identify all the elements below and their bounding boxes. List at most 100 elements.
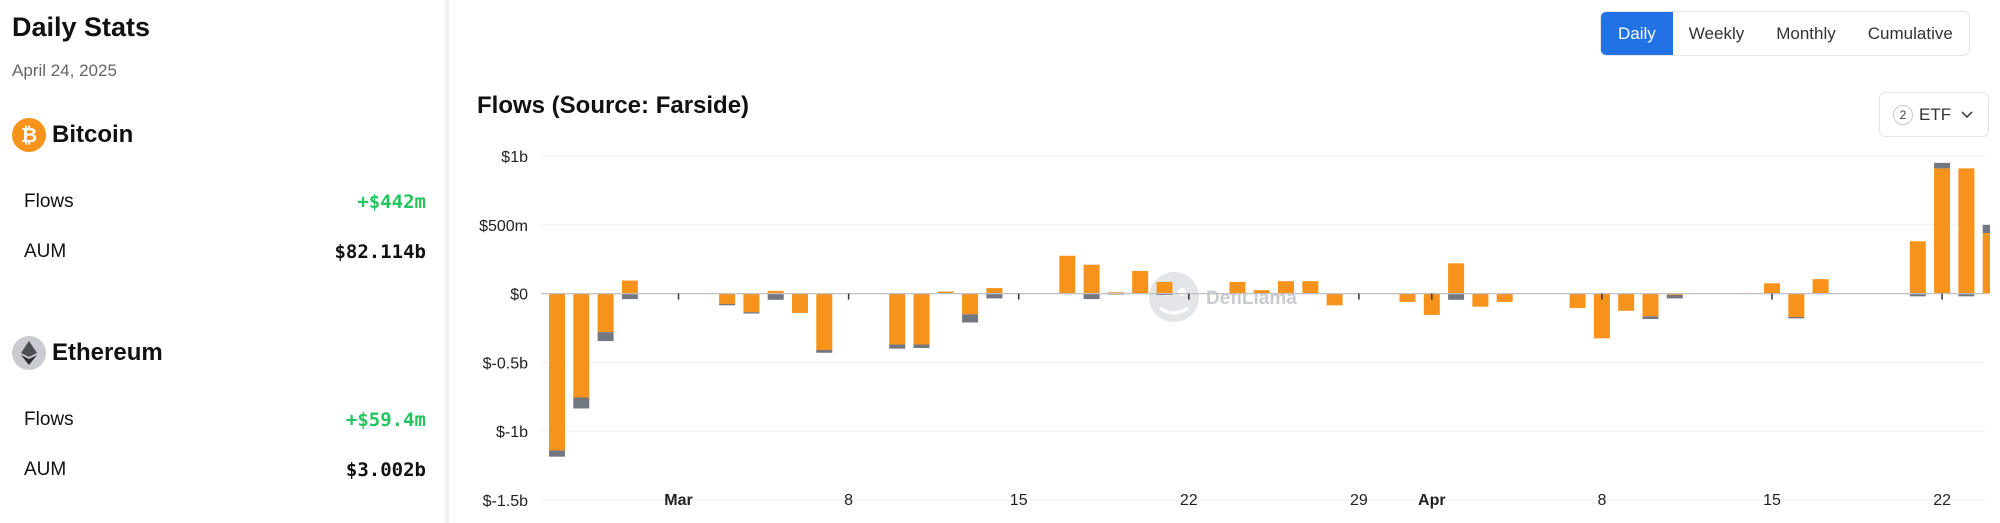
bar-bitcoin-2025-03-28[interactable] [1326, 293, 1343, 306]
bar-bitcoin-2025-03-21[interactable] [1156, 281, 1173, 294]
bar-ethereum-2025-02-27[interactable] [621, 293, 638, 300]
bar-ethereum-2025-03-07[interactable] [816, 350, 833, 353]
asset-name-ethereum: Ethereum [52, 339, 163, 366]
bitcoin-header: ₿ Bitcoin [12, 118, 133, 152]
bar-ethereum-2025-04-02[interactable] [1448, 293, 1465, 300]
bar-ethereum-2025-04-10[interactable] [1642, 316, 1659, 320]
stats-date: April 24, 2025 [12, 61, 117, 80]
x-tick-label: 15 [1010, 492, 1028, 509]
x-tick-label: 15 [1763, 492, 1781, 509]
bar-bitcoin-2025-03-14[interactable] [986, 288, 1003, 294]
bar-bitcoin-2025-03-27[interactable] [1302, 281, 1319, 294]
chart-title: Flows (Source: Farside) [477, 92, 750, 119]
aum-label: AUM [24, 459, 67, 480]
bar-bitcoin-2025-03-13[interactable] [962, 293, 979, 315]
toggle-daily[interactable]: Daily [1601, 12, 1673, 55]
bar-bitcoin-2025-03-11[interactable] [913, 293, 930, 345]
bar-bitcoin-2025-03-05[interactable] [767, 290, 784, 294]
bar-bitcoin-2025-03-18[interactable] [1083, 264, 1100, 294]
bar-bitcoin-2025-04-22[interactable] [1934, 168, 1951, 294]
bar-ethereum-2025-04-22[interactable] [1934, 162, 1951, 169]
period-toggle-group: Daily Weekly Monthly Cumulative [1600, 11, 1970, 56]
toggle-monthly[interactable]: Monthly [1776, 23, 1836, 43]
bar-bitcoin-2025-04-07[interactable] [1569, 293, 1586, 309]
bar-bitcoin-2025-03-31[interactable] [1399, 293, 1416, 302]
x-tick-label: Apr [1418, 492, 1446, 509]
bar-bitcoin-2025-02-26[interactable] [597, 293, 614, 333]
bar-bitcoin-2025-03-24[interactable] [1229, 281, 1246, 294]
bitcoin-aum-row: AUM $82.114b [24, 241, 426, 263]
y-tick-label: $0 [510, 287, 528, 304]
bar-bitcoin-2025-03-12[interactable] [937, 291, 954, 294]
bar-bitcoin-2025-04-16[interactable] [1788, 293, 1805, 317]
flows-label: Flows [24, 191, 74, 212]
aum-label: AUM [24, 241, 67, 262]
bar-bitcoin-2025-04-09[interactable] [1618, 293, 1635, 311]
defillama-watermark: DefiLlama [1149, 272, 1297, 322]
bar-ethereum-2025-03-21[interactable] [1156, 293, 1173, 295]
bar-bitcoin-2025-02-25[interactable] [573, 293, 590, 398]
bar-bitcoin-2025-03-20[interactable] [1132, 270, 1149, 294]
bar-ethereum-2025-03-14[interactable] [986, 293, 1003, 299]
bar-ethereum-2025-03-13[interactable] [962, 314, 979, 323]
panel-divider [445, 0, 449, 523]
bar-ethereum-2025-03-03[interactable] [719, 303, 736, 306]
bar-bitcoin-2025-04-02[interactable] [1448, 263, 1465, 294]
bar-ethereum-2025-04-24[interactable] [1982, 224, 1990, 234]
bar-ethereum-2025-02-26[interactable] [597, 332, 614, 342]
bitcoin-aum-value: $82.114b [334, 241, 426, 263]
ethereum-header: Ethereum [12, 336, 163, 370]
bar-bitcoin-2025-04-10[interactable] [1642, 293, 1659, 317]
bar-bitcoin-2025-04-23[interactable] [1958, 168, 1975, 294]
bar-bitcoin-2025-03-03[interactable] [719, 293, 736, 304]
bar-ethereum-2025-03-10[interactable] [889, 344, 906, 349]
bar-bitcoin-2025-03-10[interactable] [889, 293, 906, 345]
bar-ethereum-2025-04-16[interactable] [1788, 316, 1805, 319]
bar-ethereum-2025-03-11[interactable] [913, 344, 930, 348]
x-tick-label: 22 [1180, 492, 1198, 509]
bar-bitcoin-2025-03-19[interactable] [1107, 292, 1124, 294]
bar-bitcoin-2025-03-26[interactable] [1278, 281, 1294, 294]
bar-ethereum-2025-04-23[interactable] [1958, 293, 1975, 297]
bar-ethereum-2025-02-24[interactable] [549, 450, 565, 457]
bar-bitcoin-2025-04-15[interactable] [1764, 283, 1780, 294]
toggle-weekly[interactable]: Weekly [1688, 23, 1745, 43]
bar-bitcoin-2025-04-11[interactable] [1666, 293, 1683, 295]
bar-bitcoin-2025-04-17[interactable] [1812, 279, 1829, 294]
bar-ethereum-2025-04-21[interactable] [1909, 293, 1926, 297]
etf-filter-label: ETF [1919, 104, 1952, 124]
bar-ethereum-2025-03-05[interactable] [767, 293, 784, 300]
bar-bitcoin-2025-03-17[interactable] [1059, 255, 1076, 294]
y-tick-label: $-1b [496, 424, 528, 441]
x-tick-label: 8 [844, 492, 853, 509]
chevron-down-icon [1961, 106, 1973, 124]
bar-bitcoin-2025-04-24[interactable] [1982, 233, 1990, 294]
bar-bitcoin-2025-03-07[interactable] [816, 293, 833, 351]
bitcoin-flows-value: +$442m [357, 191, 426, 213]
bar-bitcoin-2025-03-06[interactable] [792, 293, 808, 313]
bar-ethereum-2025-02-25[interactable] [573, 397, 590, 409]
daily-stats-panel: Daily Stats April 24, 2025 ₿ Bitcoin Flo… [0, 0, 445, 523]
ethereum-flows-value: +$59.4m [345, 409, 426, 431]
x-tick-label: 22 [1933, 492, 1951, 509]
x-tick-label: Mar [664, 492, 692, 509]
bar-bitcoin-2025-04-04[interactable] [1496, 293, 1513, 302]
bar-bitcoin-2025-04-08[interactable] [1593, 293, 1610, 339]
bar-bitcoin-2025-04-21[interactable] [1909, 241, 1926, 294]
bar-bitcoin-2025-02-27[interactable] [621, 280, 638, 294]
bar-bitcoin-2025-03-25[interactable] [1253, 290, 1270, 294]
ethereum-flows-row: Flows +$59.4m [24, 409, 426, 431]
bar-bitcoin-2025-02-24[interactable] [549, 293, 565, 451]
etf-filter-dropdown[interactable]: 2 ETF [1879, 92, 1989, 137]
bar-ethereum-2025-03-18[interactable] [1083, 293, 1100, 300]
x-tick-label: 29 [1350, 492, 1368, 509]
bar-ethereum-2025-03-04[interactable] [743, 312, 760, 314]
bar-ethereum-2025-04-11[interactable] [1666, 294, 1683, 299]
toggle-cumulative[interactable]: Cumulative [1867, 23, 1953, 43]
bar-bitcoin-2025-04-03[interactable] [1472, 293, 1489, 307]
bitcoin-flows-row: Flows +$442m [24, 191, 426, 213]
bar-bitcoin-2025-04-01[interactable] [1423, 293, 1440, 315]
y-tick-label: $1b [501, 149, 528, 166]
bar-bitcoin-2025-03-04[interactable] [743, 293, 760, 313]
y-tick-label: $-1.5b [483, 493, 528, 510]
